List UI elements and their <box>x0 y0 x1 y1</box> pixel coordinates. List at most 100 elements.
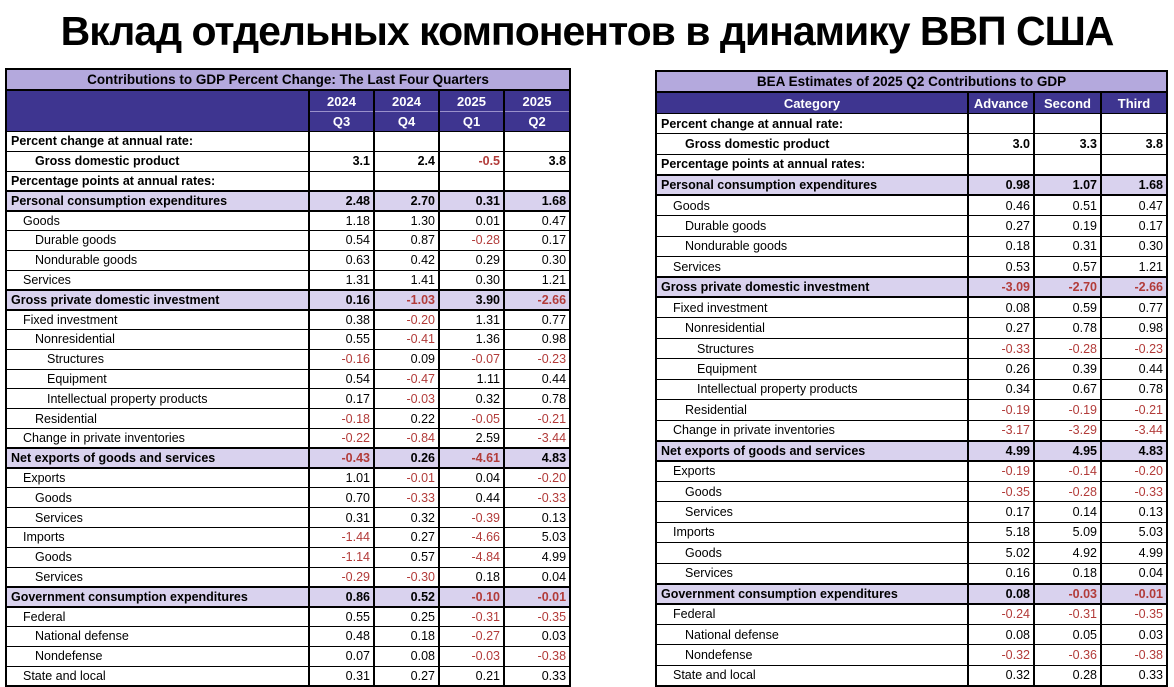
cell-value: 3.8 <box>502 150 571 172</box>
cell-value: -0.20 <box>373 309 440 330</box>
cell-value <box>1033 112 1102 135</box>
cell-value: 0.32 <box>438 388 505 410</box>
cell-value: -0.35 <box>967 480 1035 503</box>
cell-value: -1.03 <box>373 288 440 311</box>
cell-value: 0.52 <box>373 585 440 608</box>
cell-value: -3.44 <box>502 427 571 449</box>
row-label: Nondurable goods <box>655 235 969 258</box>
cell-value <box>373 131 440 152</box>
cell-value: 0.27 <box>373 526 440 548</box>
cell-value: 1.11 <box>438 368 505 390</box>
table-row: Intellectual property products 0.17 -0.03 0… <box>5 388 571 410</box>
column-header-2025-q2: 2025 Q2 <box>502 89 571 132</box>
cell-value: 2.70 <box>373 189 440 212</box>
cell-value <box>438 131 505 152</box>
column-header-2025-q1: 2025 Q1 <box>438 89 505 132</box>
column-header-year: 2024 <box>311 92 373 112</box>
cell-value: 0.18 <box>373 625 440 647</box>
cell-value: -0.24 <box>967 603 1035 625</box>
cell-value: 0.27 <box>373 665 440 687</box>
row-label: Services <box>5 566 310 588</box>
cell-value: -0.27 <box>438 625 505 647</box>
table-row: Goods -1.14 0.57 -4.84 4.99 <box>5 546 571 568</box>
cell-value: 0.16 <box>967 562 1035 585</box>
cell-value: 4.83 <box>502 447 571 470</box>
cell-value: -2.66 <box>502 288 571 311</box>
row-label: Imports <box>5 526 310 548</box>
cell-value: -0.20 <box>1100 460 1168 482</box>
table-row: Residential -0.18 0.22 -0.05 -0.21 <box>5 408 571 429</box>
cell-value: 0.38 <box>308 309 375 330</box>
column-header-quarter: Q4 <box>397 113 416 129</box>
table-row: Equipment 0.26 0.39 0.44 <box>655 358 1168 380</box>
column-header-2024-q3: 2024 Q3 <box>308 89 375 132</box>
cell-value: 0.78 <box>502 388 571 410</box>
left-table-title-row: Contributions to GDP Percent Change: The… <box>5 68 571 91</box>
cell-value <box>373 170 440 192</box>
cell-value: 3.8 <box>1100 133 1168 155</box>
table-row: Intellectual property products 0.34 0.67 0.… <box>655 378 1168 401</box>
row-label: Exports <box>5 467 310 489</box>
cell-value: -0.07 <box>438 348 505 370</box>
cell-value: 0.30 <box>438 269 505 291</box>
cell-value: 0.18 <box>1033 562 1102 585</box>
cell-value: -0.19 <box>1033 399 1102 421</box>
cell-value: 0.77 <box>502 309 571 330</box>
cell-value: 1.30 <box>373 210 440 231</box>
table-row: Structures -0.33 -0.28 -0.23 <box>655 337 1168 360</box>
cell-value: 0.08 <box>967 582 1035 606</box>
cell-value: -0.36 <box>1033 644 1102 666</box>
row-label: Government consumption expenditures <box>5 585 310 608</box>
table-row: Services 0.17 0.14 0.13 <box>655 501 1168 523</box>
cell-value: 1.01 <box>308 467 375 489</box>
row-label: Percent change at annual rate: <box>655 112 969 135</box>
cell-value: 0.54 <box>308 368 375 390</box>
cell-value: 0.08 <box>373 645 440 667</box>
table-row: Change in private inventories -0.22 -0.84 2… <box>5 427 571 449</box>
table-row: Nondefense -0.32 -0.36 -0.38 <box>655 644 1168 666</box>
cell-value: -0.29 <box>308 566 375 588</box>
cell-value: 0.57 <box>373 546 440 568</box>
cell-value: -0.31 <box>438 606 505 627</box>
cell-value <box>308 170 375 192</box>
table-row: Services 1.31 1.41 0.30 1.21 <box>5 269 571 291</box>
table-row: Exports 1.01 -0.01 0.04 -0.20 <box>5 467 571 489</box>
cell-value: -0.41 <box>373 328 440 350</box>
cell-value: -4.84 <box>438 546 505 568</box>
cell-value: 0.08 <box>967 623 1035 646</box>
cell-value: 0.46 <box>967 194 1035 217</box>
cell-value: 4.99 <box>967 439 1035 462</box>
table-row: Nonresidential 0.55 -0.41 1.36 0.98 <box>5 328 571 350</box>
cell-value <box>1033 153 1102 176</box>
cell-value: 2.48 <box>308 189 375 212</box>
column-header-quarter: Q2 <box>528 113 546 129</box>
cell-value: -0.33 <box>967 337 1035 360</box>
cell-value: 1.41 <box>373 269 440 291</box>
table-row: Federal -0.24 -0.31 -0.35 <box>655 603 1168 625</box>
cell-value: 0.19 <box>1033 215 1102 237</box>
cell-value: -0.22 <box>308 427 375 449</box>
cell-value: 0.14 <box>1033 501 1102 523</box>
cell-value: 0.28 <box>1033 664 1102 687</box>
cell-value: 4.95 <box>1033 439 1102 462</box>
table-row: Durable goods 0.54 0.87 -0.28 0.17 <box>5 229 571 251</box>
column-header-quarter: Q3 <box>332 113 351 129</box>
cell-value: 0.26 <box>373 447 440 470</box>
table-row: Government consumption expenditures 0.08-… <box>655 582 1168 606</box>
table-row: Goods 0.70 -0.33 0.44 -0.33 <box>5 487 571 509</box>
row-label: Gross domestic product <box>5 150 310 172</box>
cell-value: -0.23 <box>502 348 571 370</box>
left-gdp-quarters-table: Contributions to GDP Percent Change: The… <box>5 68 572 687</box>
cell-value <box>967 153 1035 176</box>
cell-value: 0.17 <box>967 501 1035 523</box>
cell-value: 0.59 <box>1033 296 1102 319</box>
table-row: Fixed investment 0.08 0.59 0.77 <box>655 296 1168 319</box>
cell-value: 0.98 <box>502 328 571 350</box>
cell-value: 1.21 <box>1100 256 1168 278</box>
cell-value: 0.98 <box>1100 317 1168 339</box>
cell-value: 0.57 <box>1033 256 1102 278</box>
cell-value: 0.33 <box>1100 664 1168 687</box>
cell-value <box>967 112 1035 135</box>
cell-value: 0.67 <box>1033 378 1102 401</box>
